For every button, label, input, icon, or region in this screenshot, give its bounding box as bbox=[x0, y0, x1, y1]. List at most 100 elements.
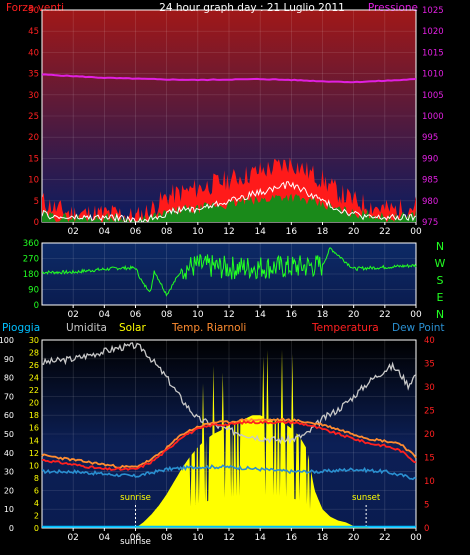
y-left-tick-label: 35 bbox=[28, 70, 39, 80]
y-left-tick-label: 50 bbox=[28, 6, 39, 16]
x-tick-label: 12 bbox=[223, 310, 234, 320]
series-dew-point bbox=[41, 464, 417, 481]
series-wind-direction bbox=[41, 247, 417, 297]
y-rain-tick-label: 24 bbox=[29, 374, 39, 383]
legend-umidita: Umidita bbox=[66, 322, 107, 334]
y-rain-tick-label: 0 bbox=[34, 524, 39, 533]
series-temp-riarnoli bbox=[41, 417, 417, 469]
y-rain-tick-label: 10 bbox=[29, 461, 39, 470]
y-temperature-tick-label: 0 bbox=[424, 524, 429, 534]
x-tick-label: 10 bbox=[192, 533, 204, 543]
legend-temperatura: Temperatura bbox=[311, 322, 379, 334]
y-right-tick-label: 985 bbox=[422, 176, 438, 186]
series-layer bbox=[41, 73, 417, 528]
y-right-tick-label: 995 bbox=[422, 133, 438, 143]
y-rain-tick-label: 12 bbox=[29, 449, 39, 458]
x-tick-label: 22 bbox=[379, 310, 390, 320]
x-tick-label: 10 bbox=[192, 310, 204, 320]
x-tick-label: 04 bbox=[99, 310, 111, 320]
y-rain-tick-label: 16 bbox=[29, 424, 39, 433]
y-right-tick-label: 1000 bbox=[422, 112, 444, 122]
x-tick-label: 16 bbox=[286, 310, 298, 320]
compass-label-s: S bbox=[437, 274, 444, 287]
series-solar bbox=[42, 349, 416, 528]
series-humidity bbox=[41, 342, 417, 445]
x-tick-label: 12 bbox=[223, 227, 234, 237]
y-direction-tick-label: 360 bbox=[23, 239, 39, 249]
y-humidity-tick-label: 60 bbox=[4, 411, 14, 420]
y-temperature-tick-label: 30 bbox=[424, 383, 435, 393]
series-temperatura bbox=[41, 420, 417, 471]
series-pressure bbox=[41, 73, 417, 84]
y-rain-tick-label: 28 bbox=[29, 349, 39, 358]
sunrise-axis-label: sunrise bbox=[120, 537, 151, 547]
x-tick-label: 22 bbox=[379, 533, 390, 543]
compass-labels: N W S E N bbox=[435, 240, 446, 321]
x-tick-label: 20 bbox=[348, 227, 360, 237]
legend-dew-point: Dew Point bbox=[392, 322, 445, 334]
x-tick-label: 08 bbox=[161, 310, 173, 320]
y-temperature-tick-label: 10 bbox=[424, 477, 435, 487]
y-right-tick-label: 1010 bbox=[422, 70, 444, 80]
y-right-tick-label: 1020 bbox=[422, 27, 444, 37]
y-right-tick-label: 1005 bbox=[422, 91, 444, 101]
y-rain-tick-label: 8 bbox=[34, 474, 39, 483]
series-wind-line bbox=[41, 181, 417, 224]
x-tick-label: 06 bbox=[130, 227, 142, 237]
x-tick-label: 16 bbox=[286, 533, 298, 543]
y-direction-tick-label: 0 bbox=[34, 301, 39, 311]
x-tick-label: 06 bbox=[130, 533, 142, 543]
y-temperature-tick-label: 35 bbox=[424, 360, 435, 370]
x-tick-label: 02 bbox=[67, 227, 78, 237]
y-direction-tick-label: 90 bbox=[28, 286, 39, 296]
compass-label-w: W bbox=[435, 257, 446, 270]
y-left-tick-label: 20 bbox=[28, 133, 39, 143]
y-rain-tick-label: 6 bbox=[34, 486, 39, 495]
y-humidity-tick-label: 100 bbox=[0, 336, 14, 345]
y-humidity-tick-label: 80 bbox=[4, 374, 14, 383]
y-temperature-tick-label: 25 bbox=[424, 407, 435, 417]
y-left-tick-label: 40 bbox=[28, 48, 39, 58]
sunrise-label: sunrise bbox=[120, 493, 151, 503]
y-rain-tick-label: 20 bbox=[29, 399, 39, 408]
y-temperature-tick-label: 40 bbox=[424, 336, 435, 346]
y-left-tick-label: 0 bbox=[34, 218, 39, 228]
x-tick-label: 14 bbox=[254, 227, 266, 237]
x-tick-label: 08 bbox=[161, 227, 173, 237]
y-right-tick-label: 980 bbox=[422, 197, 438, 207]
x-tick-label: 12 bbox=[223, 533, 234, 543]
legend-pioggia: Pioggia bbox=[2, 322, 40, 334]
compass-label-n-bottom: N bbox=[436, 308, 444, 321]
y-humidity-tick-label: 90 bbox=[4, 355, 14, 364]
y-temperature-tick-label: 5 bbox=[424, 501, 429, 511]
x-tick-label: 18 bbox=[317, 310, 329, 320]
legend-temp-riarnoli: Temp. Riarnoli bbox=[171, 322, 246, 334]
compass-label-e: E bbox=[437, 291, 444, 304]
y-left-tick-label: 15 bbox=[28, 154, 39, 164]
x-tick-label: 06 bbox=[130, 310, 142, 320]
y-direction-tick-label: 180 bbox=[23, 270, 39, 280]
y-direction-tick-label: 270 bbox=[23, 255, 39, 265]
y-right-tick-label: 1015 bbox=[422, 48, 444, 58]
compass-label-n-top: N bbox=[436, 240, 444, 253]
y-humidity-tick-label: 40 bbox=[4, 449, 14, 458]
y-rain-tick-label: 4 bbox=[34, 499, 39, 508]
y-left-tick-label: 5 bbox=[34, 197, 39, 207]
chart-title: 24 hour graph day : 21 Luglio 2011 bbox=[159, 2, 345, 14]
y-humidity-tick-label: 0 bbox=[9, 524, 14, 533]
x-tick-label: 18 bbox=[317, 227, 329, 237]
x-tick-label: 04 bbox=[99, 533, 111, 543]
y-right-tick-label: 990 bbox=[422, 154, 438, 164]
y-rain-tick-label: 14 bbox=[29, 436, 39, 445]
x-tick-label: 20 bbox=[348, 310, 360, 320]
x-tick-label: 10 bbox=[192, 227, 204, 237]
series-mean-wind bbox=[42, 193, 416, 222]
x-tick-label: 16 bbox=[286, 227, 298, 237]
y-left-tick-label: 30 bbox=[28, 91, 39, 101]
x-tick-label: 00 bbox=[410, 533, 422, 543]
x-tick-label: 00 bbox=[410, 310, 422, 320]
x-tick-label: 04 bbox=[99, 227, 111, 237]
x-tick-label: 00 bbox=[410, 227, 422, 237]
y-humidity-tick-label: 20 bbox=[4, 486, 14, 495]
